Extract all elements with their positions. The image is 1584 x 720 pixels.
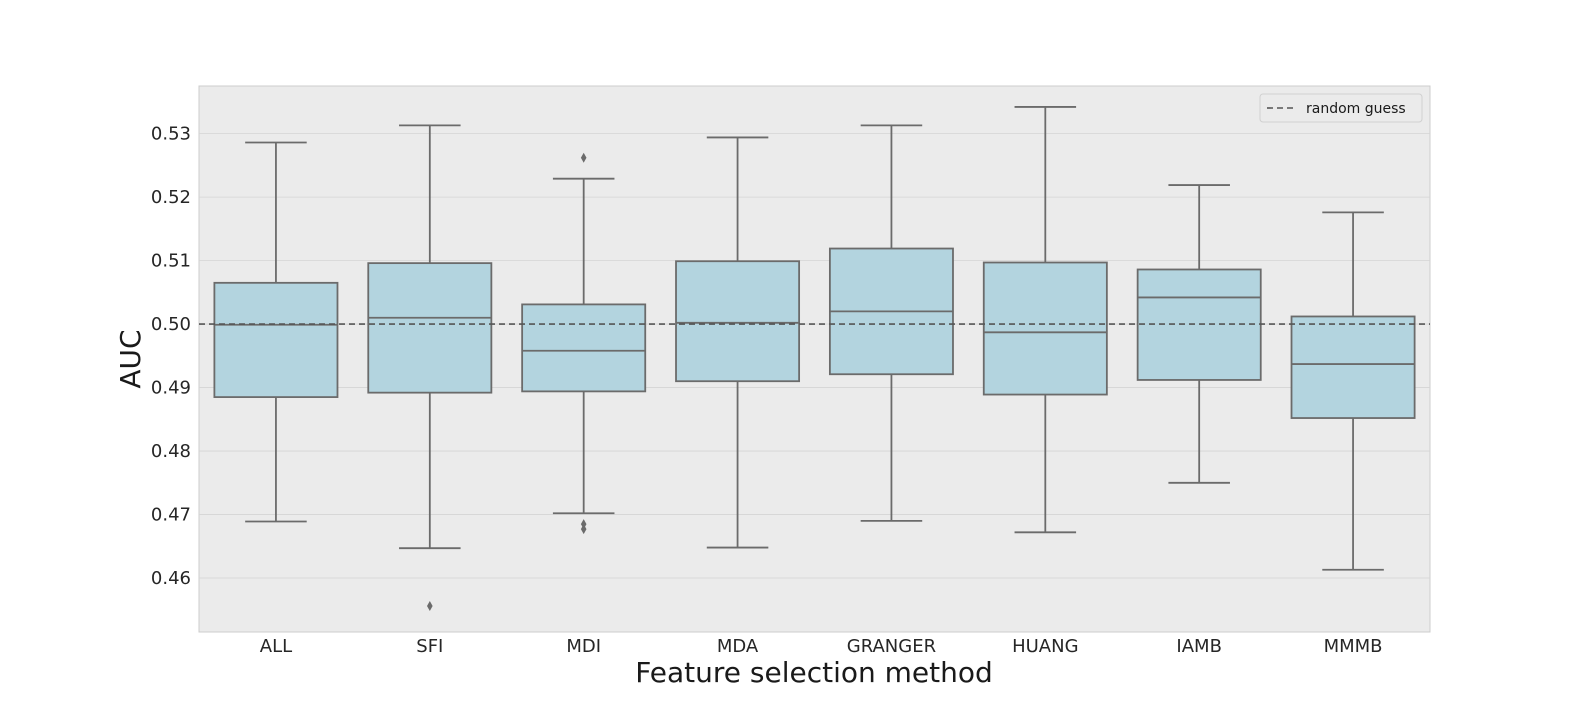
x-tick-label: MDI (566, 636, 601, 657)
box-sfi (367, 124, 493, 611)
y-tick-label: 0.49 (151, 378, 191, 399)
box-mda (675, 136, 801, 549)
boxes (213, 106, 1416, 611)
outlier-point (427, 600, 433, 611)
x-tick-label: GRANGER (847, 636, 936, 657)
legend: random guess (1259, 93, 1423, 123)
box-all (213, 141, 339, 523)
x-tick-label: MDA (717, 636, 759, 657)
box-mmmb (1290, 211, 1416, 571)
iqr-box (521, 303, 647, 393)
iqr-box (982, 261, 1108, 396)
outlier-point (580, 152, 587, 163)
y-axis-title: AUC (114, 329, 147, 388)
y-tick-label: 0.50 (151, 314, 191, 335)
iqr-box (1290, 315, 1416, 419)
x-tick-label: IAMB (1176, 636, 1222, 657)
x-tick-label: HUANG (1012, 636, 1078, 657)
outlier-point (580, 524, 587, 535)
iqr-box (213, 281, 339, 398)
legend-label: random guess (1306, 101, 1406, 117)
box-granger (828, 124, 954, 522)
y-tick-label: 0.46 (151, 568, 191, 589)
x-tick-label: ALL (260, 636, 292, 657)
x-tick-label: SFI (416, 636, 443, 657)
x-tick-label: MMMB (1324, 636, 1383, 657)
x-axis-title: Feature selection method (635, 656, 993, 689)
box-mdi (521, 152, 647, 535)
legend-frame (1259, 93, 1423, 123)
y-tick-label: 0.48 (151, 441, 191, 462)
x-tick-labels: ALL SFI MDI MDA GRANGER HUANG IAMB MMMB (260, 636, 1383, 657)
y-tick-label: 0.53 (151, 124, 191, 145)
y-tick-labels: 0.46 0.47 0.48 0.49 0.50 0.51 0.52 0.53 (151, 124, 191, 589)
box-huang (982, 106, 1108, 534)
y-tick-label: 0.47 (151, 505, 191, 526)
iqr-box (675, 260, 801, 383)
y-tick-label: 0.52 (151, 187, 191, 208)
outlier-point (580, 519, 587, 530)
y-tick-label: 0.51 (151, 251, 191, 272)
iqr-box (367, 262, 493, 394)
